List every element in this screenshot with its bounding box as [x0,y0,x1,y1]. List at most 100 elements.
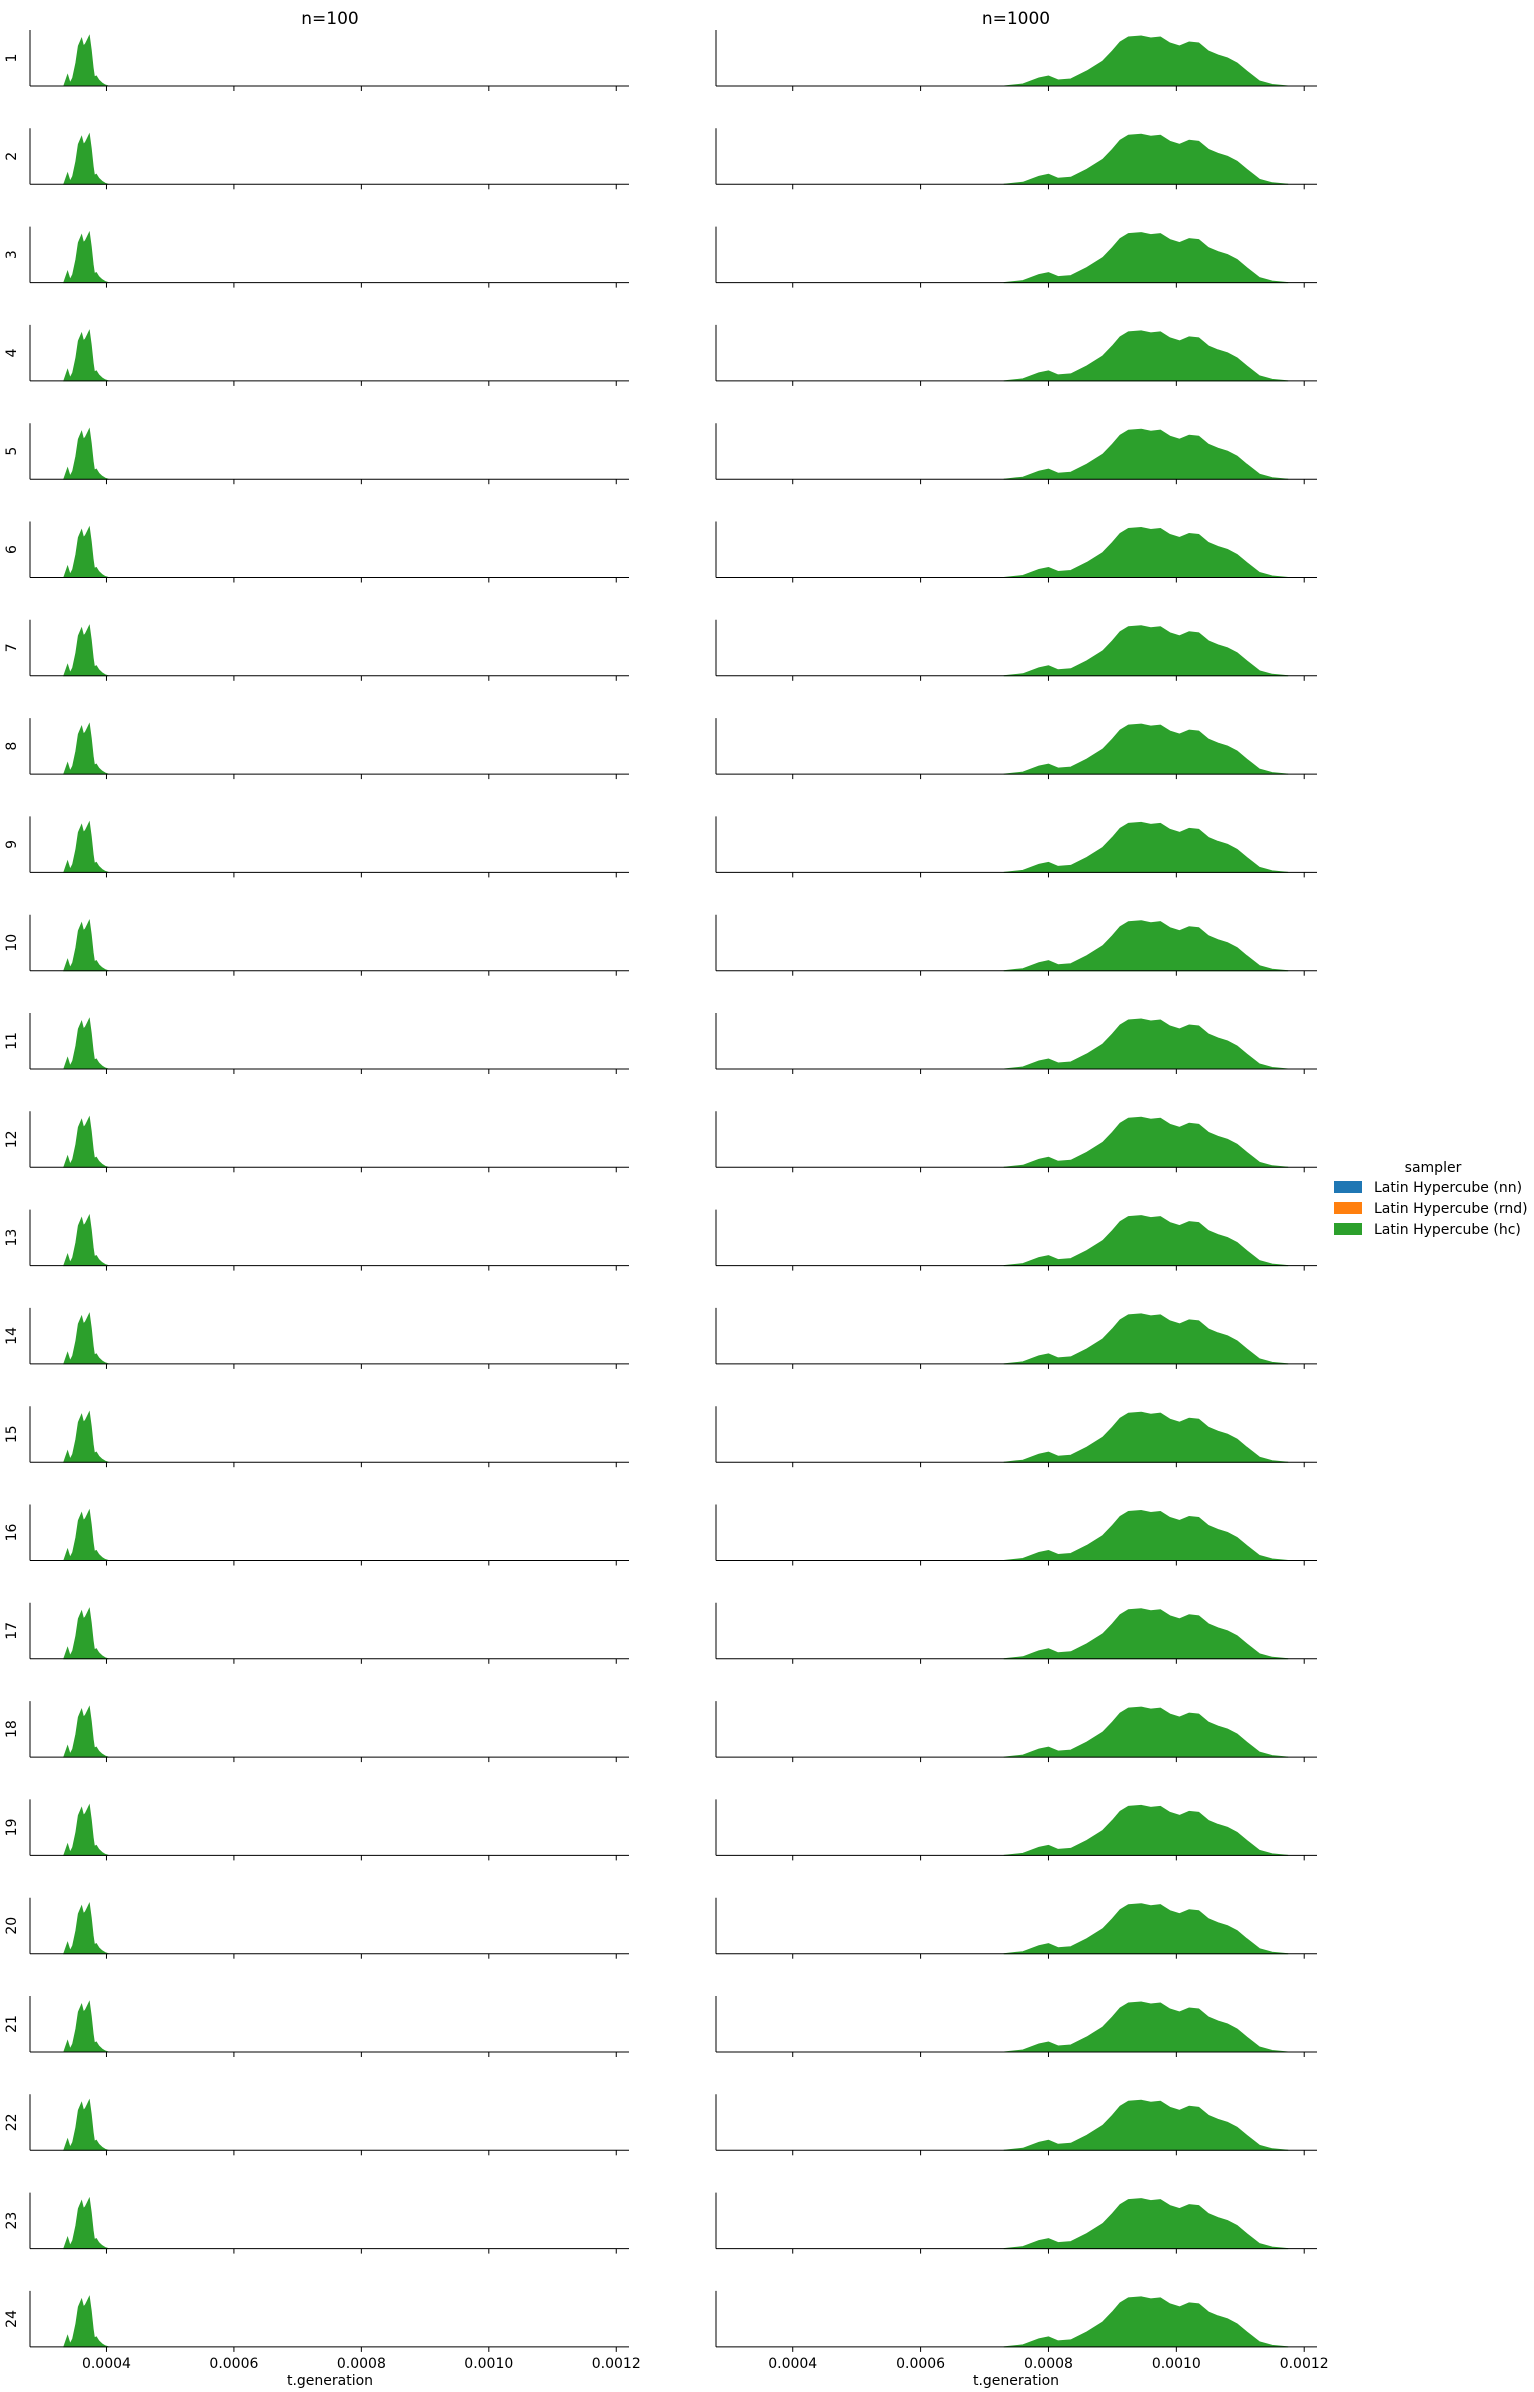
panel-row11-col1: 11 [4,1013,629,1074]
density-area [63,2000,109,2053]
panel-row9-col1: 9 [4,816,629,878]
density-area [63,918,109,972]
density-area [1003,2001,1289,2053]
row-label: 21 [4,2015,20,2033]
panel-row12-col2 [715,1111,1317,1173]
density-area [1003,1018,1289,1070]
row-label: 17 [4,1622,20,1640]
panel-row19-col1: 19 [4,1799,629,1861]
panel-row17-col2 [715,1602,1317,1664]
legend-label: Latin Hypercube (rnd) [1374,1201,1528,1217]
panel-row20-col2 [715,1897,1317,1959]
density-area [63,427,109,480]
density-area [63,1901,109,1955]
panel-row13-col1: 13 [4,1209,629,1271]
legend-entry: Latin Hypercube (rnd) [1334,1201,1528,1217]
x-tick-label: 0.0004 [768,2356,817,2372]
x-axis-labels: t.generation t.generation [287,2373,1059,2389]
density-area [63,1410,109,1463]
density-area [1003,920,1289,972]
density-area [1003,2296,1289,2348]
density-area [63,34,109,87]
panel-row24-col1: 0.0004 0.0006 0.0008 0.0010 0.0012 24 [4,2290,641,2372]
row-label: 7 [4,643,20,652]
panel-row3-col2 [715,226,1317,288]
density-area [63,2295,109,2348]
x-tick-label: 0.0006 [896,2356,945,2372]
panel-row6-col2 [715,521,1317,583]
panel-row21-col1: 21 [4,1996,629,2057]
row-label: 15 [4,1425,20,1443]
panel-row24-col2: 0.0004 0.0006 0.0008 0.0010 0.0012 [715,2290,1329,2372]
density-area [63,230,109,284]
row-label: 12 [4,1130,20,1148]
legend-entry: Latin Hypercube (hc) [1334,1222,1521,1238]
legend-swatch [1334,1223,1362,1235]
panel-row15-col2 [715,1406,1317,1468]
density-area [1003,2099,1289,2151]
density-area [1003,1116,1289,1168]
panel-row2-col1: 2 [4,128,629,190]
density-area [63,1607,109,1660]
x-axis-label-left: t.generation [287,2373,373,2389]
density-area [63,1803,109,1856]
panel-row23-col1: 23 [4,2192,629,2254]
density-area [1003,35,1289,87]
panel-row4-col2 [715,324,1317,386]
panel-row5-col1: 5 [4,423,629,485]
density-area [63,1017,109,1070]
row-label: 22 [4,2113,20,2131]
row-label: 2 [4,152,20,161]
panel-row11-col2 [715,1013,1317,1074]
density-area [1003,1608,1289,1660]
density-area [63,1213,109,1267]
panel-row10-col2 [715,914,1317,976]
x-tick-label: 0.0008 [1024,2356,1073,2372]
panel-row13-col2 [715,1209,1317,1271]
panel-row15-col1: 15 [4,1406,629,1468]
density-area [63,1705,109,1758]
panel-row16-col2 [715,1504,1317,1566]
panel-row9-col2 [715,816,1317,878]
density-area [1003,1804,1289,1856]
panel-row7-col2 [715,619,1317,681]
legend-entry: Latin Hypercube (nn) [1334,1180,1522,1196]
density-area [1003,1706,1289,1758]
row-label: 10 [4,934,20,952]
x-tick-label: 0.0012 [1280,2356,1329,2372]
row-label: 20 [4,1917,20,1935]
density-area [63,624,109,677]
density-area [63,1312,109,1365]
panel-row8-col2 [715,718,1317,780]
legend-title: sampler [1405,1160,1462,1176]
panel-row14-col1: 14 [4,1307,629,1369]
density-area [1003,1215,1289,1267]
density-area [63,820,109,873]
density-area [1003,723,1289,775]
panel-row18-col1: 18 [4,1701,629,1763]
row-label: 6 [4,545,20,554]
row-label: 4 [4,348,20,357]
panel-row17-col1: 17 [4,1602,629,1664]
density-area [63,132,109,185]
x-tick-label: 0.0008 [337,2356,386,2372]
density-area [63,1115,109,1168]
row-label: 3 [4,250,20,259]
density-area [1003,1509,1289,1561]
density-area [63,2196,109,2250]
row-label: 5 [4,447,20,456]
density-area [1003,232,1289,284]
panel-row5-col2 [715,423,1317,485]
legend-entries: Latin Hypercube (nn) Latin Hypercube (rnd… [1334,1180,1528,1238]
legend: sampler Latin Hypercube (nn)Latin Hyperc… [1334,1160,1528,1238]
panel-row1-col2 [715,30,1317,91]
row-label: 1 [4,54,20,63]
density-area [1003,625,1289,677]
density-area [63,1508,109,1561]
panel-row18-col2 [715,1701,1317,1763]
x-axis-label-right: t.generation [973,2373,1059,2389]
column-title-n100: n=100 [301,9,358,29]
density-area [1003,1313,1289,1365]
row-label: 23 [4,2212,20,2230]
row-label: 19 [4,1818,20,1836]
